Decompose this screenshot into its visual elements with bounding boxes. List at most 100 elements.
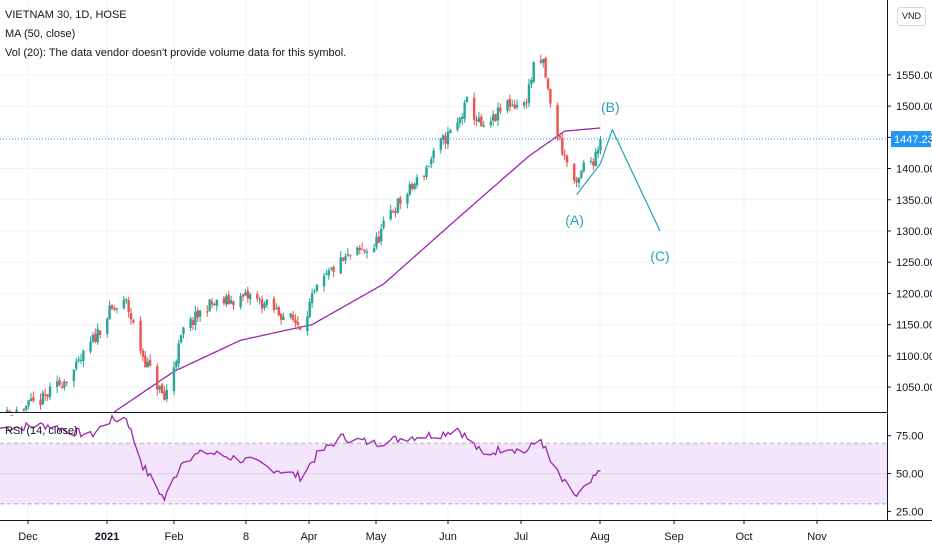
rsi-line xyxy=(0,414,601,503)
candle-body xyxy=(430,159,433,165)
candle-body xyxy=(129,313,133,320)
candle-body xyxy=(177,343,180,364)
time-tick-label: Apr xyxy=(300,531,317,543)
candle-body xyxy=(215,299,219,306)
candle-body xyxy=(291,315,295,321)
candle-body xyxy=(594,152,597,166)
candle-body xyxy=(363,250,366,252)
candle-body xyxy=(182,327,185,335)
candle-body xyxy=(480,116,483,127)
candle-body xyxy=(411,184,414,189)
time-tick-label: Nov xyxy=(807,531,827,543)
price-tick-label: 1350.00 xyxy=(896,195,932,207)
candle-body xyxy=(260,299,264,309)
wave-projection-layer: (A) (B) (C) xyxy=(565,99,669,264)
price-tick-label: 1300.00 xyxy=(896,226,932,238)
candle-body xyxy=(425,167,428,177)
candle-body xyxy=(98,330,102,336)
candle-body xyxy=(413,183,416,190)
rsi-pane xyxy=(0,414,887,505)
candle-body xyxy=(65,381,68,383)
time-tick-label: Feb xyxy=(165,531,184,543)
candle-body xyxy=(344,256,347,261)
candle-body xyxy=(299,326,302,330)
ma-legend[interactable]: MA (50, close) xyxy=(5,28,76,40)
candle-body xyxy=(408,184,412,195)
candle-body xyxy=(582,162,585,172)
candle-body xyxy=(525,102,528,104)
candle-body xyxy=(441,135,445,140)
candle-body xyxy=(27,400,30,406)
currency-badge[interactable]: VND xyxy=(897,7,926,26)
candle-body xyxy=(475,119,478,122)
candle-body xyxy=(258,299,261,301)
wave-label: (A) xyxy=(565,212,584,228)
candle-body xyxy=(229,300,233,304)
candle-body xyxy=(246,290,249,299)
candle-body xyxy=(55,381,59,387)
candle-body xyxy=(165,389,168,400)
time-tick-label: Jun xyxy=(439,531,457,543)
candle-body xyxy=(558,135,562,138)
candle-body xyxy=(127,300,130,312)
rsi-legend[interactable]: RSI (14, close) xyxy=(5,425,78,437)
candle-body xyxy=(577,177,581,183)
candle-body xyxy=(596,149,600,154)
candle-body xyxy=(482,125,485,127)
candle-body xyxy=(22,408,26,411)
rsi-tick-label: 25.00 xyxy=(896,506,924,518)
candle-body xyxy=(91,335,95,342)
candle-body xyxy=(158,386,161,390)
candle-body xyxy=(549,89,552,104)
price-tick-label: 1500.00 xyxy=(896,101,932,113)
candle-body xyxy=(375,236,378,248)
candle-body xyxy=(146,361,149,368)
candle-body xyxy=(265,299,269,305)
candle-body xyxy=(115,308,118,310)
candle-body xyxy=(196,310,199,318)
candle-body xyxy=(360,248,364,250)
candle-body xyxy=(32,397,35,401)
candle-body xyxy=(508,98,512,107)
candle-body xyxy=(422,175,426,177)
candle-body xyxy=(191,320,195,326)
moving-average-layer xyxy=(114,127,601,413)
symbol-legend[interactable]: VIETNAM 30, 1D, HOSE xyxy=(5,9,127,21)
candle-body xyxy=(132,320,135,323)
moving-average-line xyxy=(114,127,601,413)
candle-body xyxy=(58,380,61,385)
candle-body xyxy=(241,294,245,297)
candle-body xyxy=(415,177,419,186)
candle-body xyxy=(29,398,33,402)
candle-body xyxy=(499,107,502,112)
candle-body xyxy=(125,299,128,301)
candle-body xyxy=(82,350,85,362)
candle-body xyxy=(463,102,466,119)
volume-legend[interactable]: Vol (20): The data vendor doesn't provid… xyxy=(5,47,347,59)
candle-body xyxy=(565,155,569,163)
candle-body xyxy=(175,361,178,367)
candle-body xyxy=(225,296,228,305)
candle-body xyxy=(573,163,576,181)
price-tick-label: 1100.00 xyxy=(896,351,932,363)
time-tick-label: Sep xyxy=(664,531,684,543)
candle-body xyxy=(472,97,476,120)
candle-body xyxy=(163,391,166,400)
candle-body xyxy=(515,105,519,108)
candle-body xyxy=(458,118,462,124)
time-tick-label: Oct xyxy=(735,531,752,543)
candle-body xyxy=(189,318,192,328)
candle-body xyxy=(575,179,578,183)
time-tick-label: Aug xyxy=(590,531,610,543)
candle-body xyxy=(296,321,300,326)
candle-body xyxy=(282,316,285,321)
price-tick-label: 1400.00 xyxy=(896,164,932,176)
candle-body xyxy=(308,302,311,318)
grid xyxy=(0,0,887,519)
candle-body xyxy=(279,313,283,320)
candle-body xyxy=(198,310,202,317)
candle-body xyxy=(172,367,176,392)
wave-label: (C) xyxy=(650,248,669,264)
candle-body xyxy=(546,78,550,89)
